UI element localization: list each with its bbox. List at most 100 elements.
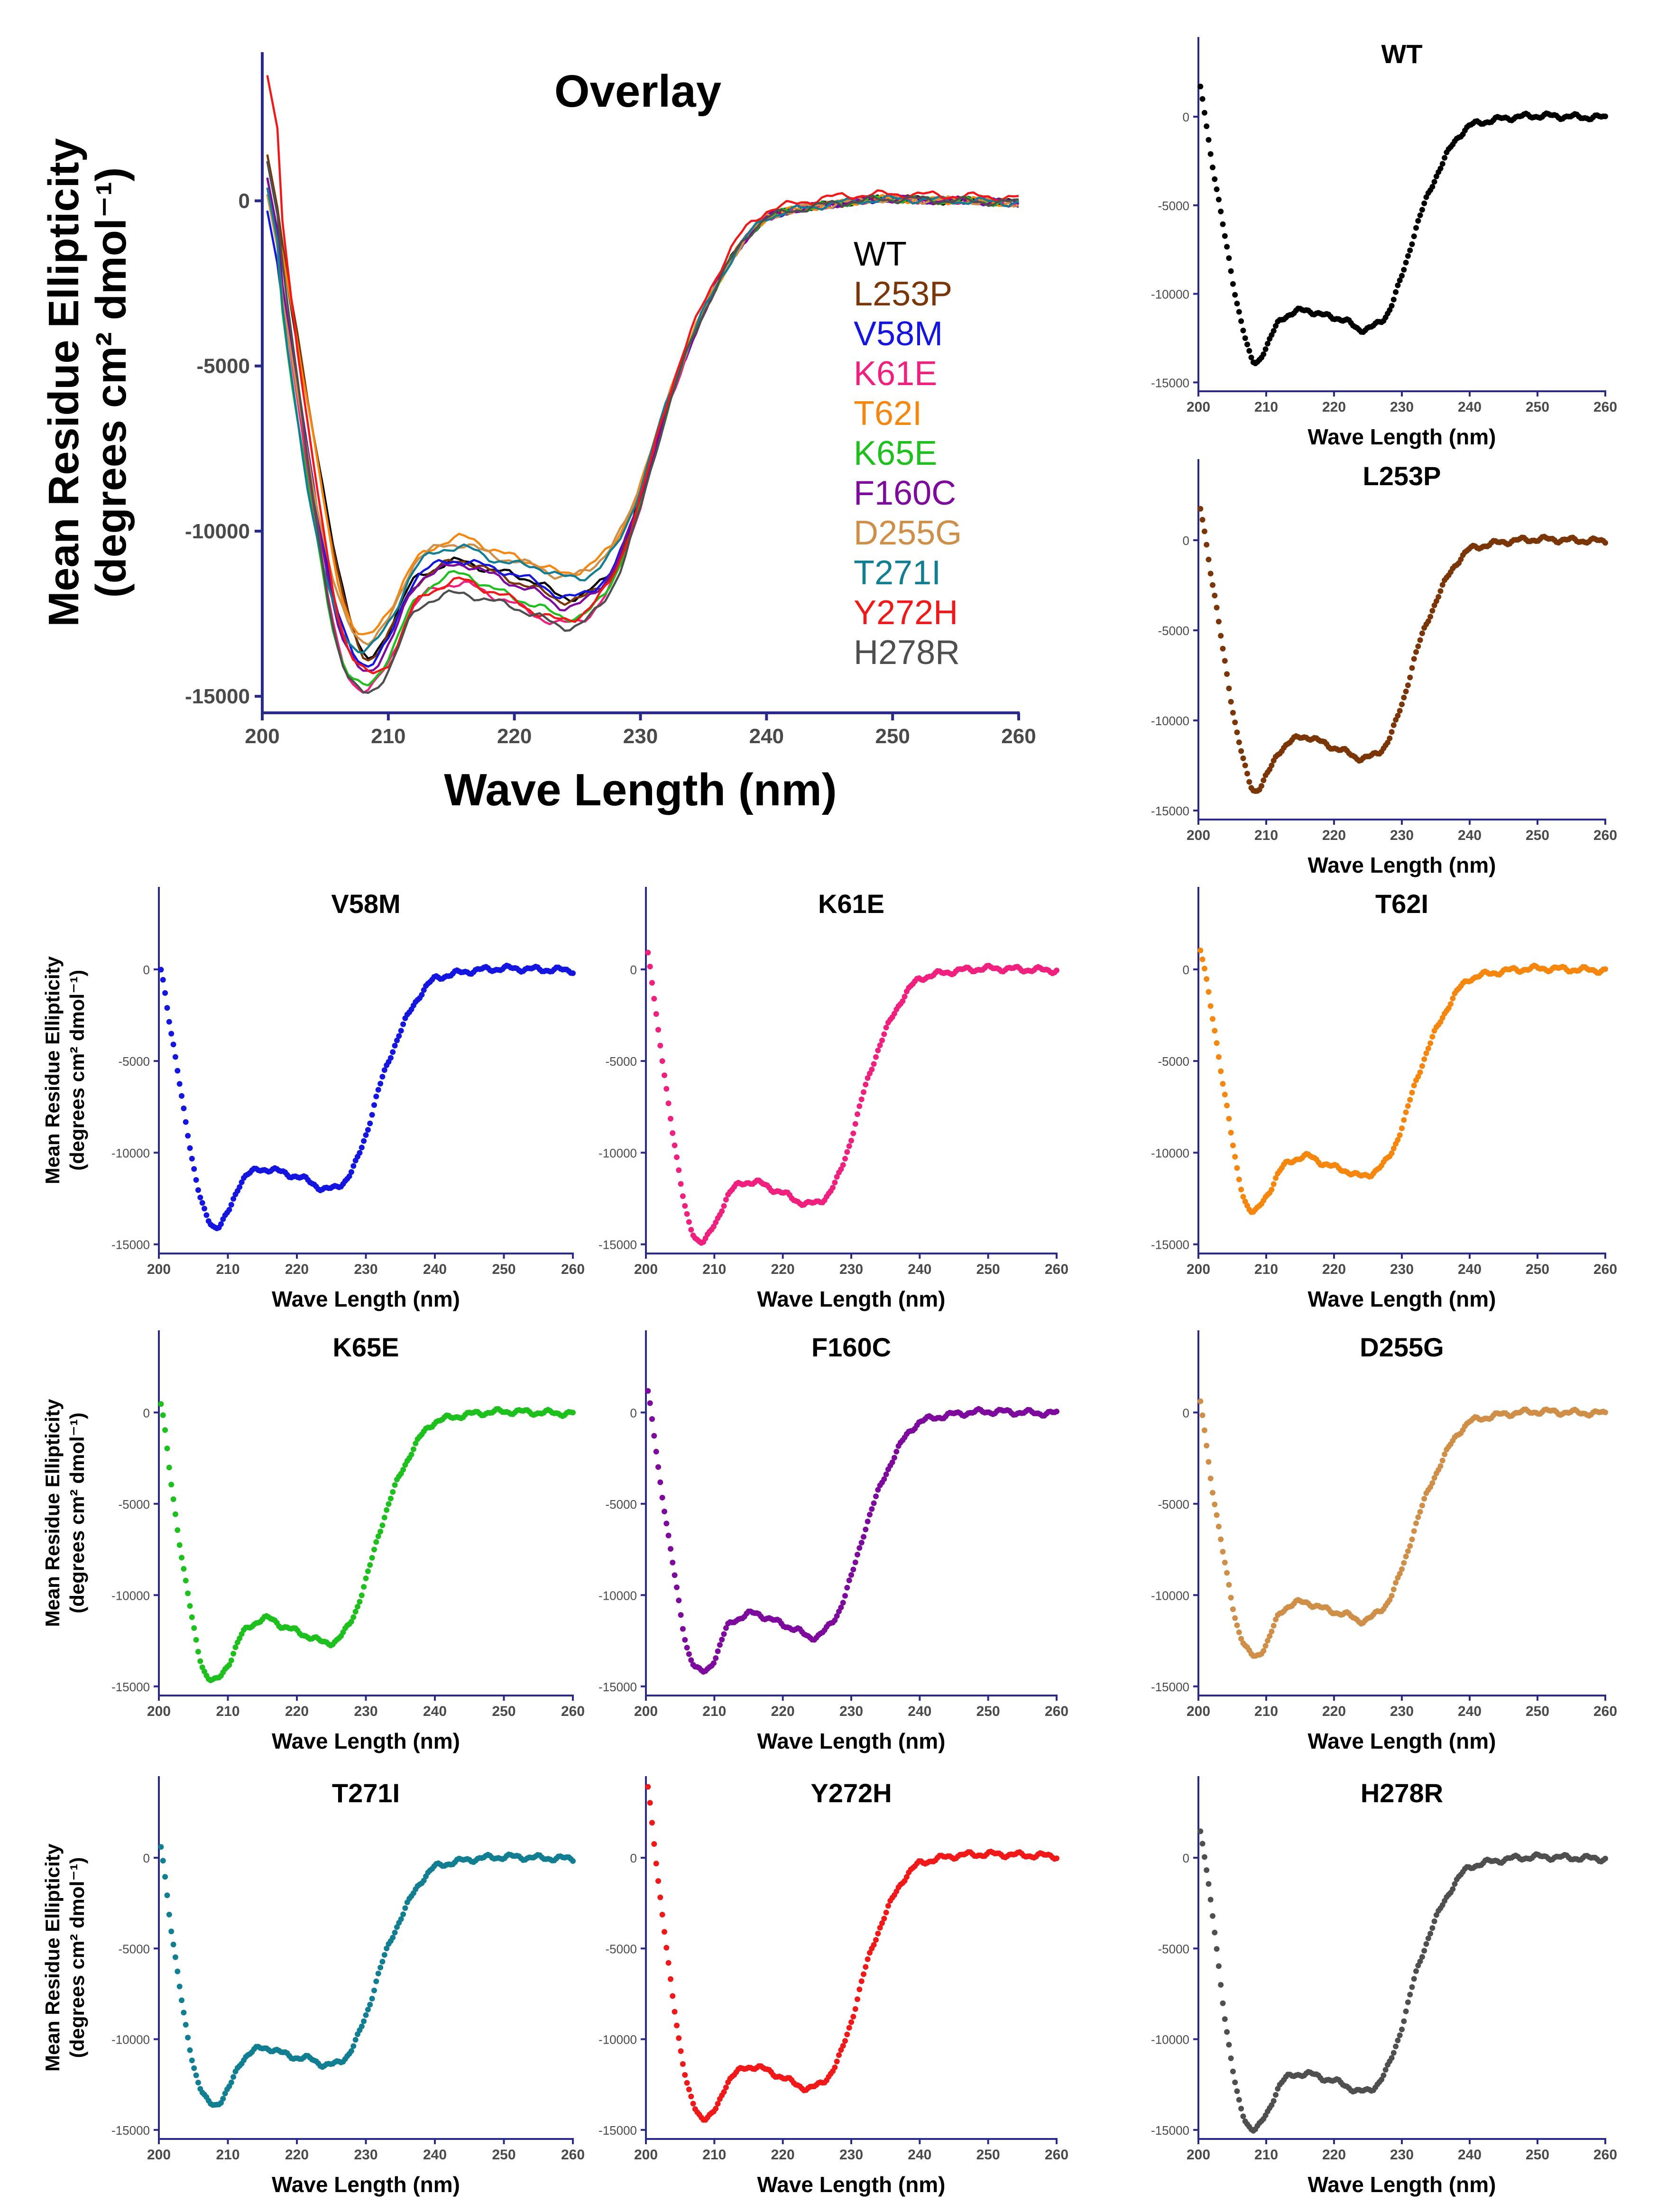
- data-point: [1199, 1412, 1206, 1419]
- data-point: [1222, 658, 1228, 664]
- x-tick-label: 260: [1001, 725, 1036, 748]
- legend-entry-t62i: T62I: [854, 395, 922, 433]
- y-tick-label: 0: [143, 1406, 150, 1420]
- data-point: [840, 2043, 846, 2049]
- data-point: [657, 1042, 663, 1049]
- y-tick-label: -10000: [111, 1588, 150, 1603]
- data-point: [676, 1597, 682, 1604]
- x-tick-label: 220: [1322, 399, 1346, 415]
- y-tick-label: -15000: [111, 1238, 150, 1252]
- chart-l253p: 200 210 220 230 240 250 260 0 -5000 -10000 -15000 L…: [1151, 459, 1617, 877]
- data-point: [723, 1625, 729, 1631]
- data-point: [1431, 1475, 1437, 1481]
- data-point: [359, 1592, 365, 1598]
- data-point: [690, 2101, 696, 2107]
- data-point: [1204, 1443, 1210, 1449]
- x-tick-label: 210: [702, 1262, 726, 1277]
- data-point: [1433, 598, 1439, 604]
- data-point: [1222, 2016, 1228, 2022]
- y-tick-label: -5000: [1158, 1942, 1190, 1956]
- data-point: [1390, 1145, 1397, 1152]
- data-point: [1236, 1176, 1242, 1182]
- data-point: [676, 2035, 682, 2041]
- data-point: [1405, 1548, 1411, 1554]
- data-point: [655, 1027, 661, 1033]
- data-point: [162, 1874, 168, 1880]
- data-point: [390, 1935, 396, 1941]
- data-point: [189, 1156, 195, 1161]
- data-point: [1415, 1074, 1421, 1079]
- data-point: [1407, 1097, 1413, 1103]
- x-tick-label: 210: [216, 1262, 239, 1277]
- data-point: [1411, 233, 1417, 240]
- data-point: [361, 2018, 367, 2024]
- data-point: [164, 1892, 170, 1899]
- data-point: [842, 1593, 848, 1599]
- data-point: [881, 1476, 887, 1482]
- data-point: [1409, 1536, 1415, 1542]
- data-point: [1234, 1165, 1240, 1171]
- x-tick-label: 240: [423, 1262, 447, 1277]
- x-tick-label: 260: [561, 2147, 585, 2163]
- data-point: [175, 1068, 181, 1074]
- data-point: [176, 1542, 183, 1548]
- data-point: [645, 1388, 651, 1394]
- data-point: [1411, 1528, 1417, 1534]
- y-tick-label: -15000: [185, 685, 250, 708]
- data-point: [665, 1100, 672, 1106]
- data-point: [663, 1521, 670, 1527]
- data-point: [352, 1609, 359, 1615]
- data-point: [402, 1905, 408, 1911]
- data-point: [1439, 1457, 1445, 1464]
- data-point: [1405, 253, 1411, 259]
- data-point: [398, 1028, 404, 1034]
- y-tick-label: -15000: [1151, 376, 1189, 390]
- data-point: [1226, 1582, 1232, 1588]
- data-point: [1215, 196, 1222, 203]
- data-point: [1197, 506, 1204, 512]
- data-point: [674, 1584, 680, 1590]
- x-tick-label: 230: [354, 1704, 377, 1719]
- data-point: [1409, 665, 1415, 671]
- y-tick-label: -5000: [119, 1054, 150, 1069]
- data-point: [1458, 556, 1464, 562]
- data-point: [865, 1075, 871, 1081]
- x-tick-label: 210: [1254, 399, 1278, 415]
- data-point: [879, 1920, 885, 1926]
- y-tick-label: -15000: [1151, 2123, 1189, 2138]
- data-point: [883, 1909, 889, 1916]
- data-point: [1215, 1054, 1222, 1060]
- data-point: [1204, 123, 1210, 129]
- data-point: [1431, 1918, 1437, 1924]
- data-point: [1212, 592, 1218, 599]
- data-point: [1238, 318, 1244, 324]
- data-point: [392, 1042, 398, 1049]
- data-point: [659, 1494, 665, 1501]
- data-points: [158, 1844, 576, 2108]
- data-point: [394, 1037, 400, 1043]
- data-point: [1234, 729, 1240, 736]
- x-tick-label: 250: [976, 1262, 1000, 1277]
- data-point: [885, 1903, 891, 1909]
- data-point: [1204, 976, 1210, 982]
- data-point: [361, 1584, 367, 1590]
- legend-entry-k65e: K65E: [854, 434, 937, 472]
- data-point: [185, 1590, 191, 1596]
- data-point: [1218, 633, 1224, 639]
- data-point: [1437, 166, 1444, 172]
- data-point: [158, 967, 164, 973]
- data-point: [869, 1067, 875, 1072]
- data-point: [1423, 1050, 1429, 1056]
- data-point: [193, 2072, 199, 2078]
- data-point: [400, 1911, 406, 1917]
- data-point: [1224, 1103, 1230, 1108]
- x-tick-label: 200: [1187, 2147, 1210, 2163]
- x-tick-label: 240: [1458, 1262, 1482, 1277]
- data-point: [1450, 1886, 1456, 1892]
- data-point: [1602, 540, 1608, 546]
- data-point: [684, 1211, 690, 1217]
- data-point: [1210, 165, 1215, 170]
- data-point: [1417, 1069, 1423, 1075]
- chart-title: Overlay: [554, 66, 721, 117]
- x-tick-label: 210: [1254, 1704, 1278, 1719]
